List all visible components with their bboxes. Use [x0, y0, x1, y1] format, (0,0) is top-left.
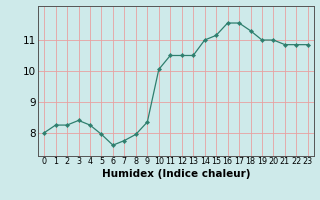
X-axis label: Humidex (Indice chaleur): Humidex (Indice chaleur)	[102, 169, 250, 179]
